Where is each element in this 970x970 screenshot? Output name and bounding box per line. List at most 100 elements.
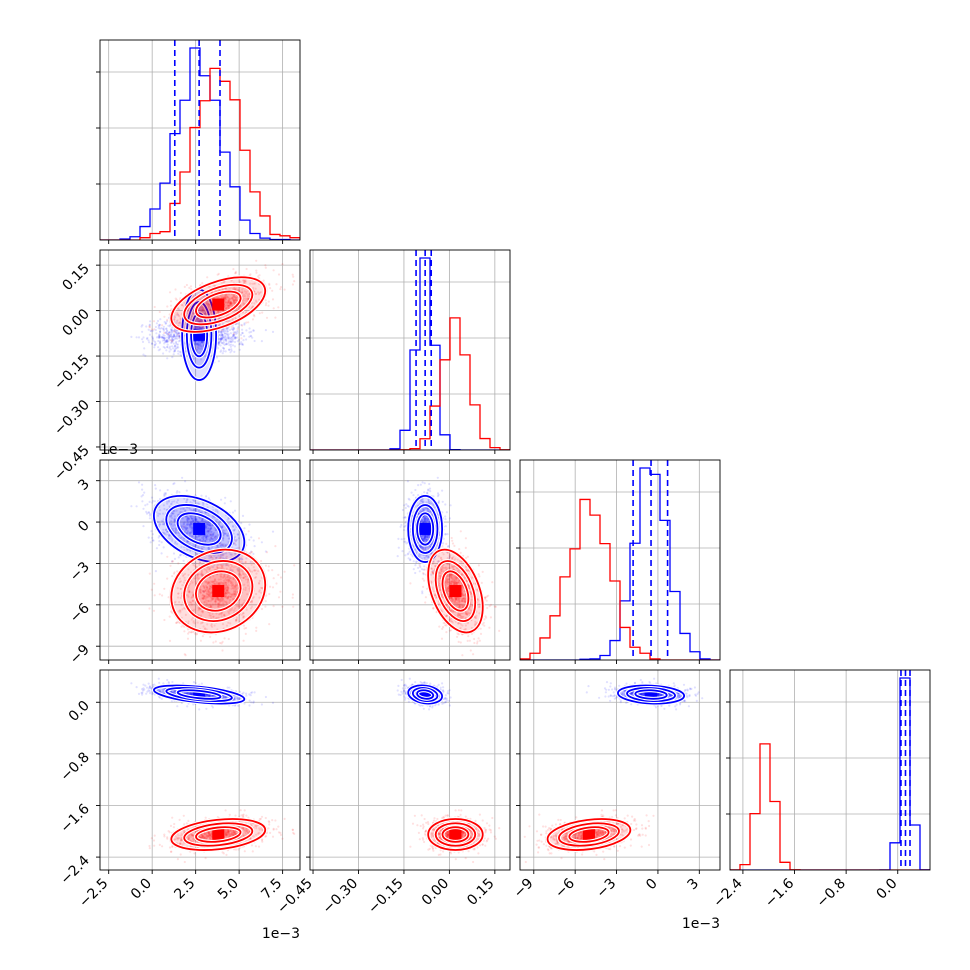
point <box>221 556 224 559</box>
point <box>191 535 194 538</box>
point <box>199 592 202 595</box>
point <box>166 577 169 580</box>
point <box>234 336 237 339</box>
point <box>177 332 180 335</box>
point <box>229 340 232 343</box>
point <box>197 606 200 609</box>
point <box>246 593 249 596</box>
point <box>202 503 205 506</box>
point <box>164 322 167 325</box>
point <box>201 589 205 593</box>
point <box>201 282 204 285</box>
point <box>225 327 228 330</box>
point <box>221 526 224 529</box>
point <box>228 302 231 305</box>
point <box>218 581 221 585</box>
point <box>207 497 210 500</box>
point <box>202 546 205 549</box>
point <box>157 339 160 343</box>
point <box>170 335 173 338</box>
point <box>177 332 180 335</box>
point <box>219 310 222 313</box>
point <box>135 505 138 508</box>
point <box>415 561 418 564</box>
point <box>217 343 221 346</box>
point <box>264 600 267 603</box>
point <box>191 591 194 594</box>
point <box>183 607 186 610</box>
point <box>271 586 275 589</box>
y-tick-label-1-4: 0.15 <box>59 261 92 294</box>
point <box>202 520 205 523</box>
point <box>201 308 204 311</box>
point <box>232 294 235 297</box>
point <box>236 322 239 325</box>
point <box>234 620 238 623</box>
point <box>154 487 157 490</box>
point <box>191 595 194 599</box>
point <box>242 639 245 642</box>
point <box>174 345 177 348</box>
point <box>283 288 286 291</box>
point <box>206 535 209 538</box>
panel-1-1 <box>306 249 511 454</box>
point <box>171 560 174 563</box>
point <box>187 523 190 526</box>
point <box>175 313 178 316</box>
point <box>176 570 179 573</box>
point <box>238 342 242 345</box>
point <box>207 535 210 538</box>
point <box>170 517 174 520</box>
point <box>151 338 155 341</box>
point <box>224 338 227 342</box>
point <box>219 612 222 615</box>
point <box>237 604 240 607</box>
point <box>206 567 209 570</box>
point <box>231 581 234 584</box>
point <box>181 538 184 541</box>
point <box>207 581 210 584</box>
point <box>249 560 252 564</box>
point <box>243 627 246 630</box>
point <box>203 596 206 599</box>
point <box>185 540 188 543</box>
point <box>154 328 157 332</box>
point <box>229 301 232 304</box>
point <box>292 275 295 278</box>
point <box>166 530 169 533</box>
point <box>168 534 171 538</box>
point <box>201 519 204 522</box>
point <box>185 489 188 492</box>
point <box>167 536 170 539</box>
point <box>174 297 177 300</box>
point <box>227 300 230 303</box>
point <box>224 297 227 300</box>
point <box>198 344 201 347</box>
point <box>216 545 219 548</box>
point <box>421 520 424 523</box>
point <box>166 345 169 348</box>
point <box>220 329 223 332</box>
point <box>234 299 237 302</box>
point <box>245 267 248 271</box>
point <box>152 539 155 542</box>
point <box>159 523 162 526</box>
point <box>208 587 211 591</box>
point <box>199 343 202 346</box>
point <box>213 555 216 558</box>
point <box>231 511 235 514</box>
point <box>226 563 229 567</box>
point <box>258 298 261 301</box>
point <box>239 574 242 577</box>
point <box>148 511 151 514</box>
point <box>198 308 201 311</box>
point <box>160 335 163 338</box>
point <box>223 581 226 584</box>
point <box>232 334 235 337</box>
point <box>243 280 246 283</box>
point <box>159 348 162 351</box>
point <box>202 573 205 577</box>
point <box>210 586 213 589</box>
point <box>222 597 225 601</box>
point <box>205 523 208 526</box>
